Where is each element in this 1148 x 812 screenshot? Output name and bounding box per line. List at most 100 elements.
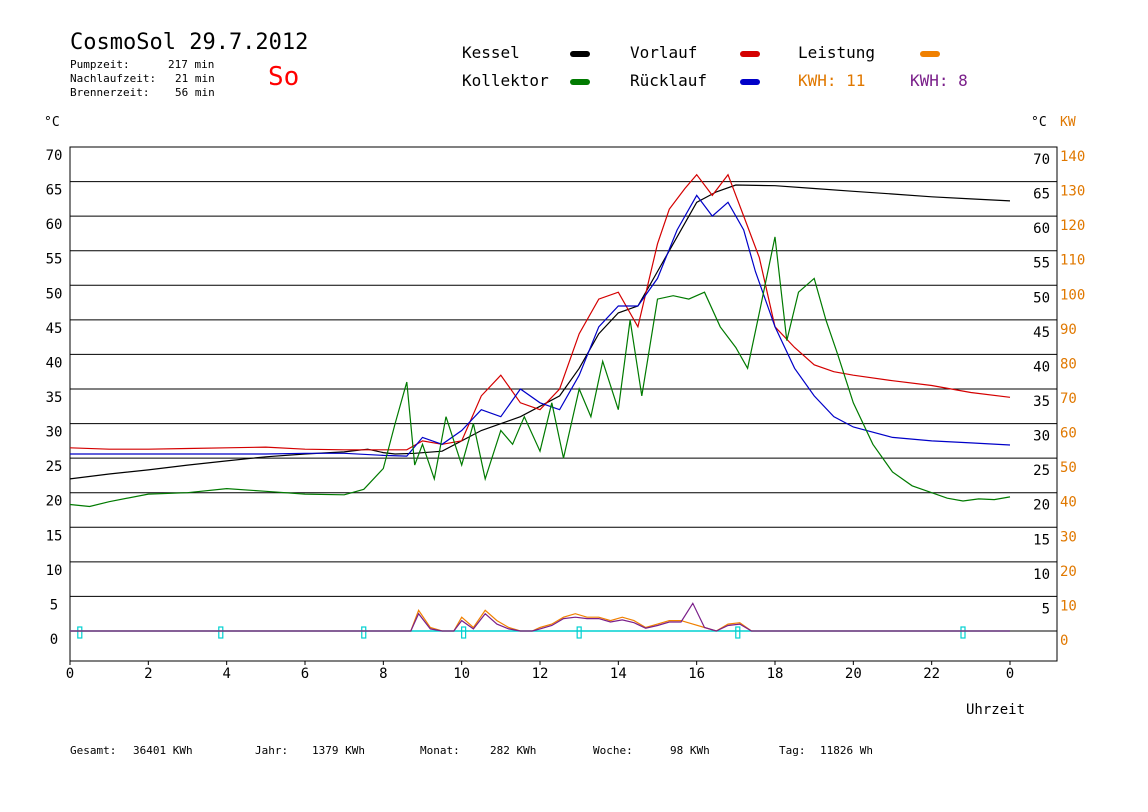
chart-title: CosmoSol 29.7.2012	[70, 30, 309, 55]
y-tick-label-left: 15	[46, 528, 63, 544]
series-line-ruecklauf	[70, 194, 1011, 457]
footer-monat-value: 282 KWh	[490, 744, 537, 757]
y-tick-label-kw: 40	[1060, 495, 1077, 511]
y-tick-label-kw: 70	[1060, 391, 1077, 407]
legend-leistung: Leistung	[798, 43, 876, 62]
pump-marker	[576, 626, 582, 639]
y-tick-label-right: 50	[1033, 290, 1050, 306]
y-tick-label-kw: 20	[1060, 564, 1077, 580]
x-tick-label: 0	[1006, 666, 1014, 682]
y-tick-label-right: 35	[1033, 394, 1050, 410]
footer-woche-value: 98 KWh	[670, 744, 710, 757]
footer-tag-value: 11826 Wh	[820, 744, 873, 757]
legend-vorlauf-swatch	[740, 51, 760, 57]
y-tick-label-kw: 50	[1060, 460, 1077, 476]
y-tick-label-kw: 60	[1060, 426, 1077, 442]
pump-marker	[218, 626, 224, 639]
x-tick-label: 22	[923, 666, 940, 682]
x-tick-label: 4	[222, 666, 230, 682]
y-tick-label-right: 10	[1033, 567, 1050, 583]
legend-kollektor: Kollektor	[462, 71, 549, 90]
legend-ruecklauf-swatch	[740, 79, 760, 85]
y-tick-labels: 0510152025303540455055606570510152025303…	[46, 148, 1086, 649]
series-line-kollektor	[69, 236, 1011, 508]
legend-kollektor-swatch	[570, 79, 590, 85]
y-tick-label-left: 60	[46, 217, 63, 233]
y-tick-label-right: 25	[1033, 463, 1050, 479]
legend-leistung-swatch	[920, 51, 940, 57]
x-tick-label: 0	[66, 666, 74, 682]
footer-jahr-value: 1379 KWh	[312, 744, 365, 757]
x-tick-label: 10	[453, 666, 470, 682]
y-tick-label-left: 70	[46, 148, 63, 164]
pump-marker	[960, 626, 966, 639]
pump-marker	[77, 626, 83, 639]
y-tick-label-right: 30	[1033, 429, 1050, 445]
y-tick-label-left: 40	[46, 355, 63, 371]
pump-marker	[361, 626, 367, 639]
legend-kwh-orange: KWH: 11	[798, 71, 866, 90]
pump-marker	[461, 626, 467, 639]
y-tick-label-kw: 100	[1060, 287, 1085, 303]
y-tick-label-right: 40	[1033, 359, 1050, 375]
x-tick-label: 6	[301, 666, 309, 682]
y-tick-label-kw: 30	[1060, 529, 1077, 545]
footer-woche-label: Woche:	[593, 744, 633, 757]
y-tick-label-kw: 110	[1060, 253, 1085, 269]
pump-time-value: 217 min	[168, 58, 215, 71]
footer-tag-label: Tag:	[779, 744, 806, 757]
pump-time-label: Pumpzeit:	[70, 58, 130, 71]
x-tick-label: 14	[610, 666, 627, 682]
brenner-time-value: 56 min	[175, 86, 215, 99]
series-line-kessel	[69, 184, 1011, 480]
y-tick-label-right: 20	[1033, 498, 1050, 514]
series-lines	[69, 173, 1011, 632]
y-tick-label-left: 45	[46, 321, 63, 337]
y-tick-label-kw: 120	[1060, 218, 1085, 234]
y-tick-label-kw: 10	[1060, 598, 1077, 614]
legend-kessel-swatch	[570, 51, 590, 57]
y-tick-label-right: 45	[1033, 325, 1050, 341]
x-tick-label: 18	[767, 666, 784, 682]
y-tick-label-right: 55	[1033, 256, 1050, 272]
y-tick-label-left: 65	[46, 183, 63, 199]
pump-marker	[735, 626, 741, 639]
x-tick-label: 16	[688, 666, 705, 682]
right-axis-unit: °C	[1031, 115, 1047, 130]
legend-kessel: Kessel	[462, 43, 520, 62]
y-tick-label-right: 5	[1042, 601, 1050, 617]
footer-gesamt-value: 36401 KWh	[133, 744, 193, 757]
y-tick-label-left: 0	[50, 632, 58, 648]
y-tick-label-left: 10	[46, 563, 63, 579]
y-tick-label-left: 25	[46, 459, 63, 475]
y-tick-label-kw: 130	[1060, 184, 1085, 200]
y-tick-label-left: 20	[46, 494, 63, 510]
footer-gesamt-label: Gesamt:	[70, 744, 117, 757]
footer-monat-label: Monat:	[420, 744, 460, 757]
y-tick-label-right: 60	[1033, 221, 1050, 237]
series-line-vorlauf	[69, 173, 1011, 451]
y-tick-label-right: 15	[1033, 532, 1050, 548]
x-axis-label: Uhrzeit	[966, 702, 1026, 718]
y-tick-label-kw: 90	[1060, 322, 1077, 338]
y-tick-label-right: 70	[1033, 152, 1050, 168]
y-tick-label-kw: 140	[1060, 149, 1085, 165]
power-line	[70, 609, 1010, 632]
y-tick-label-left: 50	[46, 286, 63, 302]
right-axis-unit-kw: KW	[1060, 115, 1076, 130]
footer-jahr-label: Jahr:	[255, 744, 289, 757]
brenner-time-label: Brennerzeit:	[70, 86, 150, 99]
y-tick-label-left: 30	[46, 425, 63, 441]
x-tick-label: 2	[144, 666, 152, 682]
nachlauf-time-value: 21 min	[175, 72, 215, 85]
nachlauf-time-label: Nachlaufzeit:	[70, 72, 157, 85]
y-tick-label-kw: 0	[1060, 633, 1068, 649]
x-tick-labels: 0 2 4 6 8 10 12 14 16 18 20 22 0	[66, 661, 1014, 682]
x-tick-label: 8	[379, 666, 387, 682]
x-tick-label: 20	[845, 666, 862, 682]
legend-kwh-purple: KWH: 8	[910, 71, 968, 90]
y-tick-label-right: 65	[1033, 187, 1050, 203]
y-tick-label-left: 5	[50, 597, 58, 613]
legend-ruecklauf: Rücklauf	[630, 71, 708, 90]
